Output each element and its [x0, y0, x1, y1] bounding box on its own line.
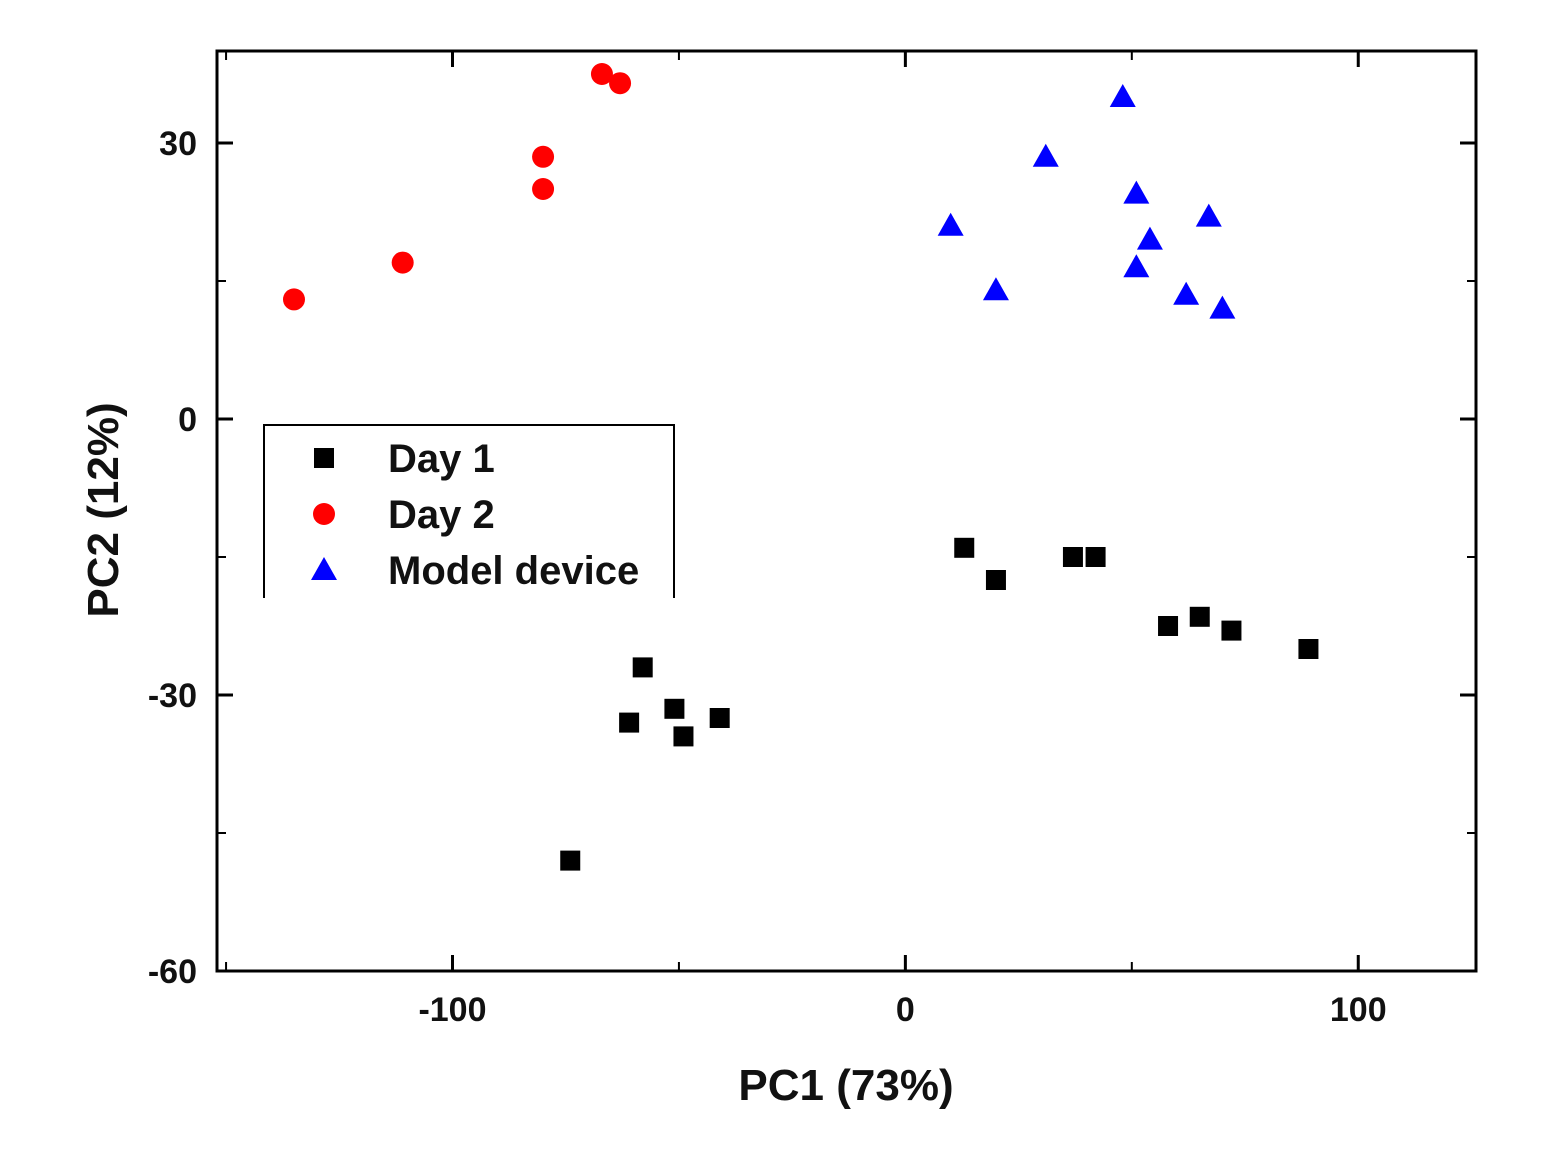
y-tick-label: 0	[178, 401, 197, 439]
series-model-device	[937, 84, 1236, 319]
x-tick-label: -100	[418, 991, 486, 1029]
legend-label: Day 2	[388, 493, 495, 537]
data-point	[1158, 616, 1179, 636]
data-point	[632, 657, 653, 678]
data-point	[1062, 547, 1083, 567]
y-tick-label: -60	[148, 953, 197, 991]
data-point	[1123, 254, 1150, 278]
data-point	[937, 212, 964, 236]
axis-ticks	[217, 51, 1476, 973]
data-point	[1173, 281, 1200, 305]
data-point	[1109, 84, 1136, 107]
data-point	[560, 850, 581, 871]
legend-label: Model device	[388, 549, 639, 593]
data-point	[609, 72, 632, 95]
series-day-2	[282, 63, 632, 311]
data-point	[954, 537, 975, 558]
data-point	[982, 277, 1009, 301]
legend-marker-circle	[313, 503, 335, 525]
data-point	[590, 63, 613, 85]
y-tick-label: 30	[159, 125, 197, 163]
data-point	[1123, 180, 1150, 204]
data-point	[664, 698, 685, 719]
data-points	[282, 63, 1319, 871]
legend-marker-triangle	[311, 557, 337, 580]
y-tick-label: -30	[148, 677, 197, 715]
x-axis-title: PC1 (73%)	[738, 1061, 953, 1110]
data-point	[619, 712, 640, 733]
data-point	[1298, 639, 1319, 659]
x-tick-label: 100	[1330, 991, 1387, 1029]
data-point	[391, 251, 414, 274]
legend-marker-square	[314, 448, 334, 468]
axis-tick-labels: -100 0 100 -60 -30 0 30	[148, 125, 1387, 1029]
legend: Day 1 Day 2 Model device	[263, 424, 675, 598]
legend-label: Day 1	[388, 437, 495, 481]
data-point	[1221, 620, 1242, 641]
x-tick-label: 0	[896, 991, 915, 1029]
data-point	[1209, 295, 1236, 319]
data-point	[1189, 606, 1210, 627]
plot-frame	[215, 49, 1478, 973]
data-point	[673, 726, 694, 747]
data-point	[985, 570, 1006, 590]
data-point	[532, 178, 555, 200]
data-point	[1085, 547, 1106, 567]
data-point	[709, 708, 730, 728]
data-point	[282, 288, 305, 311]
legend-border	[263, 424, 675, 598]
data-point	[1136, 226, 1163, 250]
y-axis-title: PC2 (12%)	[79, 402, 128, 617]
data-point	[1032, 143, 1059, 167]
series-day-1	[560, 537, 1319, 871]
data-point	[1195, 203, 1222, 227]
data-point	[532, 145, 555, 168]
